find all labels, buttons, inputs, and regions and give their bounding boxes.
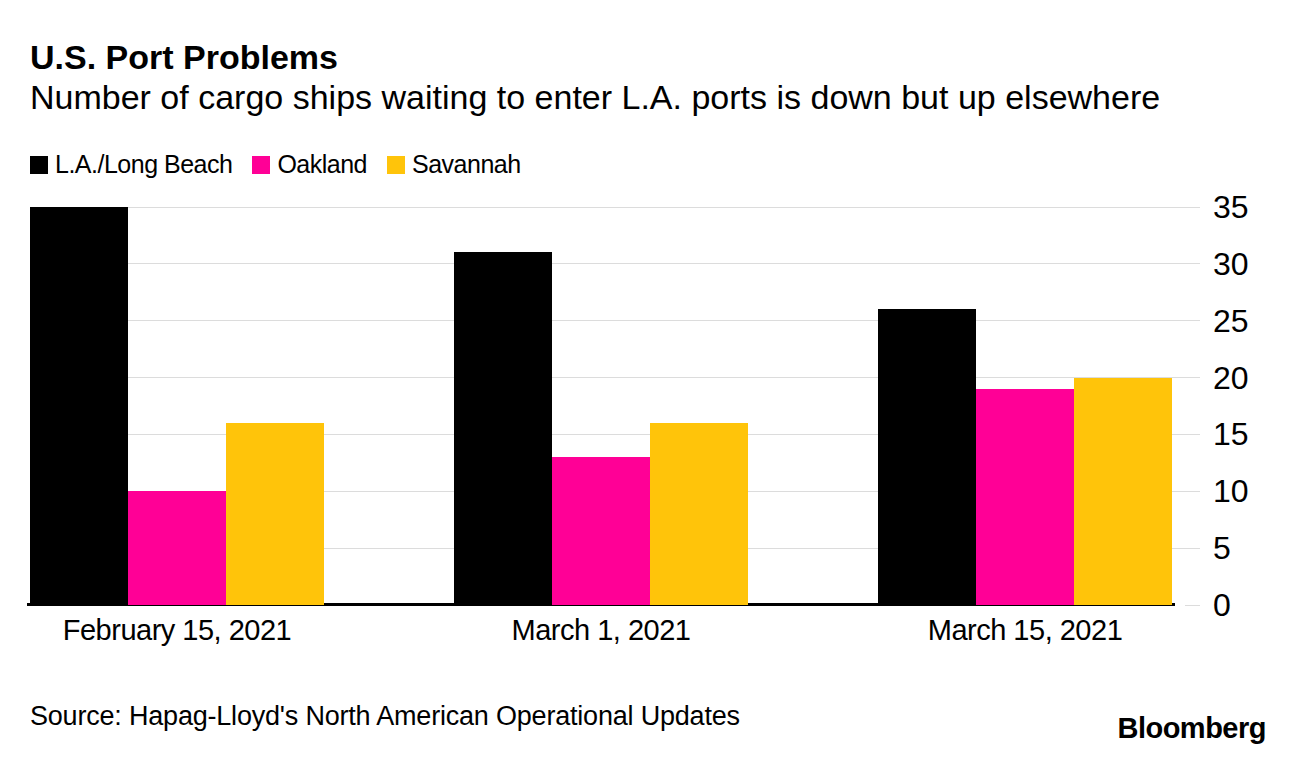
gridline-25	[30, 320, 1200, 321]
bar-savannah-1	[226, 423, 324, 605]
legend-label: L.A./Long Beach	[55, 150, 232, 179]
legend-item: L.A./Long Beach	[30, 150, 232, 179]
y-tick-label: 15	[1213, 416, 1249, 453]
bar-l-a-long-beach-2	[454, 252, 552, 605]
legend-item: Oakland	[252, 150, 367, 179]
legend-label: Savannah	[412, 150, 521, 179]
source-note: Source: Hapag-Lloyd's North American Ope…	[30, 701, 740, 732]
y-tick-label: 0	[1213, 587, 1231, 624]
bar-savannah-2	[650, 423, 748, 605]
bar-oakland-2	[552, 457, 650, 605]
bar-oakland-3	[976, 389, 1074, 605]
y-tick-label: 35	[1213, 189, 1249, 226]
y-tick-label: 30	[1213, 245, 1249, 282]
bar-oakland-1	[128, 491, 226, 605]
bloomberg-logo: Bloomberg	[1117, 712, 1266, 745]
legend: L.A./Long Beach Oakland Savannah	[30, 150, 541, 179]
bar-l-a-long-beach-3	[878, 309, 976, 605]
x-category-label: March 1, 2021	[512, 614, 691, 647]
bar-savannah-3	[1074, 378, 1172, 605]
legend-label: Oakland	[277, 150, 367, 179]
plot-area	[30, 207, 1200, 605]
legend-item: Savannah	[387, 150, 521, 179]
gridline-20	[30, 377, 1200, 378]
chart-subtitle: Number of cargo ships waiting to enter L…	[30, 78, 1160, 117]
y-tick-label: 20	[1213, 359, 1249, 396]
gridline-30	[30, 263, 1200, 264]
legend-swatch	[252, 156, 270, 174]
x-category-label: February 15, 2021	[63, 614, 291, 647]
bar-l-a-long-beach-1	[30, 207, 128, 605]
x-category-label: March 15, 2021	[928, 614, 1123, 647]
y-tick-label: 10	[1213, 473, 1249, 510]
legend-swatch	[387, 156, 405, 174]
legend-swatch	[30, 156, 48, 174]
gridline-0	[1185, 605, 1200, 606]
chart-title: U.S. Port Problems	[30, 38, 338, 77]
y-tick-label: 25	[1213, 302, 1249, 339]
gridline-35	[30, 207, 1200, 208]
y-tick-label: 5	[1213, 530, 1231, 567]
